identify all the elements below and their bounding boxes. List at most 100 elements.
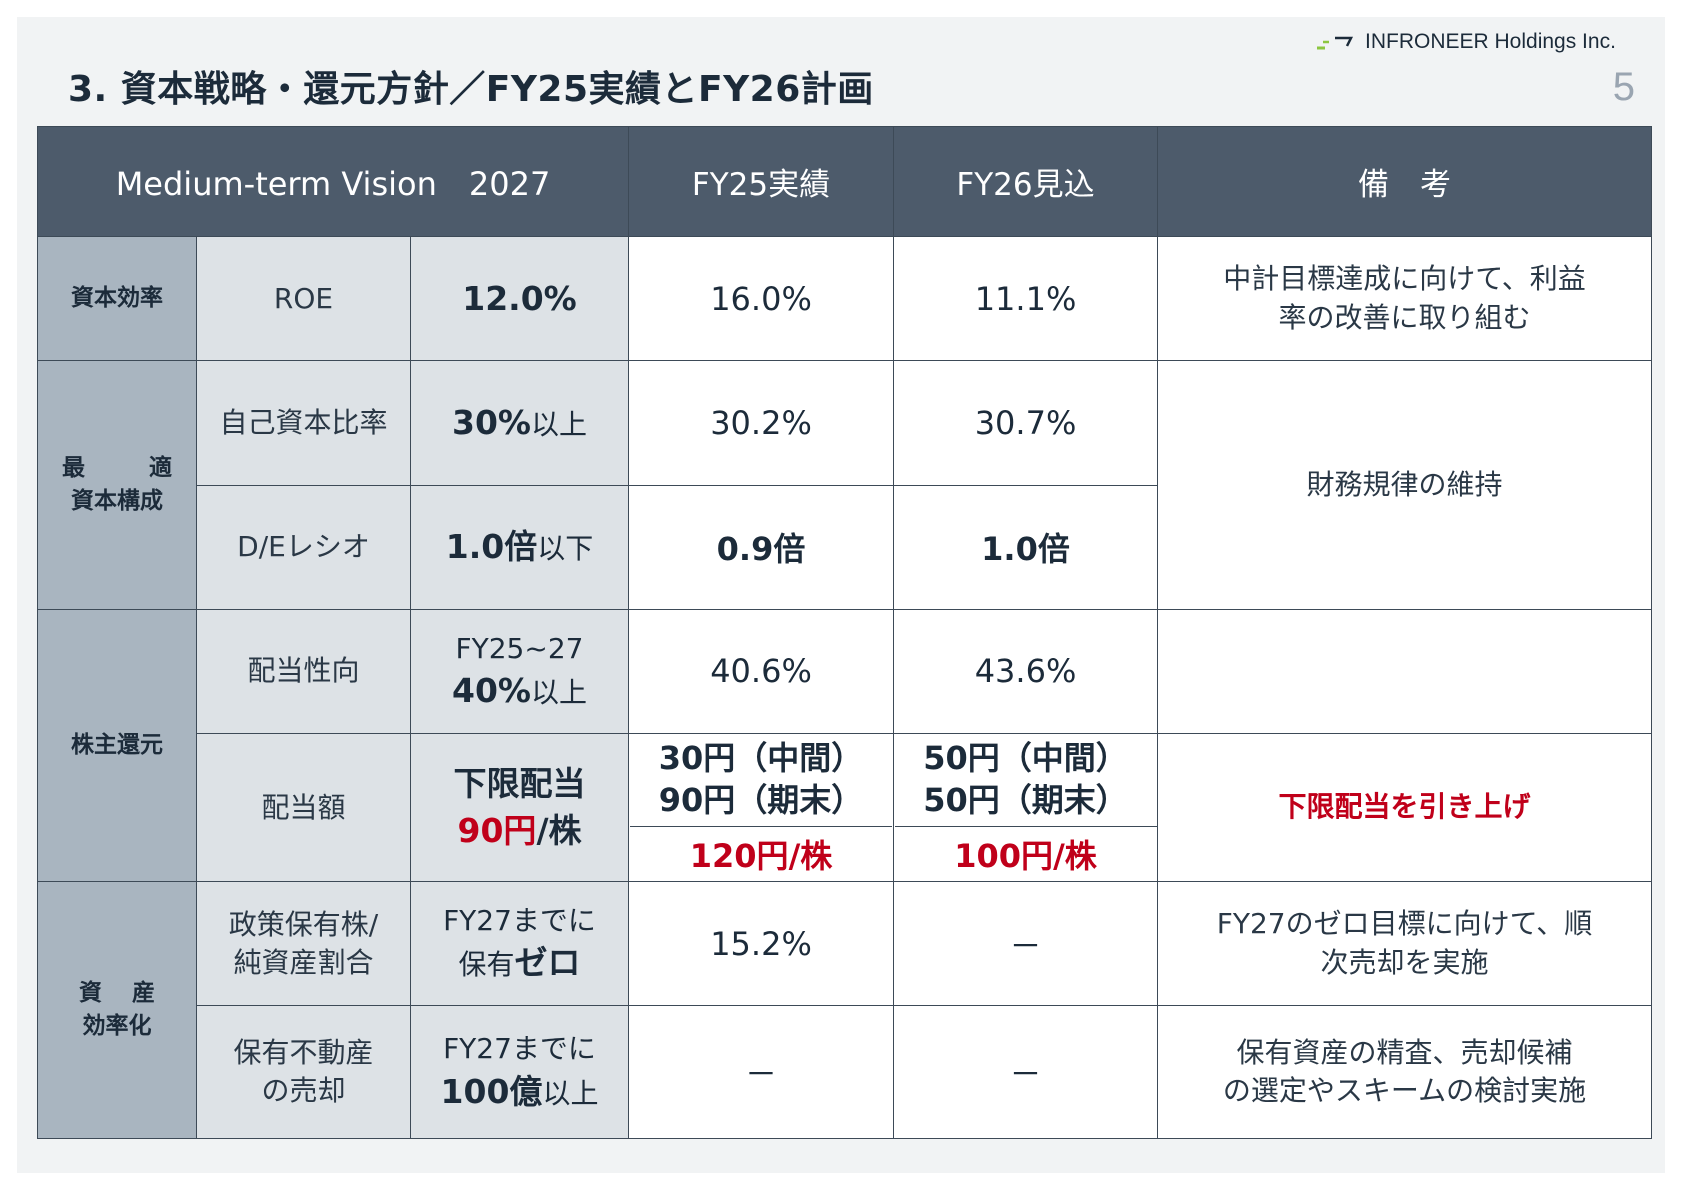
logo-mark-icon	[1317, 36, 1354, 50]
category-asset-efficiency: 資産 効率化	[37, 881, 197, 1139]
target-payout-ratio: FY25~27 40%以上	[409, 608, 630, 734]
item-real-estate-line1: 保有不動産	[233, 1036, 374, 1070]
target-dividend-value: 90円	[457, 810, 537, 850]
target-de-ratio-value: 1.0倍	[445, 526, 538, 566]
item-cross-shareholdings: 政策保有株/ 純資産割合	[196, 881, 411, 1007]
target-roe-value: 12.0%	[462, 278, 577, 318]
target-cross-shareholdings: FY27までに 保有ゼロ	[409, 881, 630, 1007]
category-shareholder-return: 株主還元	[37, 608, 197, 883]
category-optimal-line1: 最適	[38, 452, 196, 485]
target-payout-value: 40%	[452, 670, 531, 710]
page-number: 5	[1612, 65, 1635, 109]
note-financial-discipline: 財務規律の維持	[1157, 360, 1653, 610]
fy25-dividend-final: 90円（期末）	[658, 781, 864, 819]
fy26-roe: 11.1%	[893, 236, 1159, 362]
note-roe-line2: 率の改善に取り組む	[1278, 300, 1531, 334]
table-row: 株主還元 配当性向 FY25~27 40%以上 40.6% 43.6%	[37, 608, 1653, 883]
note-dividend: 下限配当を引き上げ	[1157, 732, 1653, 883]
category-optimal-capital: 最適 資本構成	[37, 360, 197, 610]
item-cross-line2: 純資産割合	[233, 945, 374, 979]
target-real-estate-deadline: FY27までに	[443, 1032, 596, 1066]
table-row: 配当額 下限配当 90円/株 30円（中間） 90円（期末） 120円/株 50…	[38, 732, 1653, 883]
table-header-row: Medium-term Vision 2027 FY25実績 FY26見込 備 …	[36, 125, 1653, 238]
target-dividend: 下限配当 90円/株	[409, 732, 630, 883]
fy26-de-ratio: 1.0倍	[893, 484, 1159, 610]
note-cross-shareholdings: FY27のゼロ目標に向けて、順 次売却を実施	[1157, 881, 1653, 1007]
fy26-payout-ratio: 43.6%	[893, 608, 1159, 734]
target-real-estate-value: 100億	[440, 1071, 543, 1111]
item-roe: ROE	[196, 236, 411, 362]
item-equity-ratio: 自己資本比率	[196, 360, 411, 486]
fy25-de-ratio: 0.9倍	[628, 484, 895, 610]
note-roe-line1: 中計目標達成に向けて、利益	[1223, 262, 1586, 296]
target-de-ratio: 1.0倍以下	[409, 484, 630, 610]
note-payout-ratio	[1157, 608, 1653, 734]
category-asset-line2: 効率化	[82, 1013, 152, 1040]
fy25-dividend-total: 120円/株	[630, 825, 893, 877]
capital-policy-table: Medium-term Vision 2027 FY25実績 FY26見込 備 …	[36, 125, 1653, 1139]
target-equity-ratio: 30%以上	[409, 360, 630, 486]
category-capital-efficiency: 資本効率	[37, 236, 197, 362]
fy26-dividend-interim: 50円（中間）	[923, 739, 1128, 778]
category-asset-line1: 資産	[38, 977, 196, 1010]
category-asset-char-a: 資	[79, 979, 132, 1006]
table-row: 資産 効率化 政策保有株/ 純資産割合 FY27までに 保有ゼロ 15.2% －…	[37, 881, 1653, 1139]
target-payout-line2: 40%以上	[411, 668, 628, 714]
note-cross-line2: 次売却を実施	[1320, 945, 1489, 979]
note-real-estate: 保有資産の精査、売却候補 の選定やスキームの検討実施	[1157, 1005, 1653, 1139]
fy26-equity-ratio: 30.7%	[893, 360, 1159, 486]
fy25-payout-ratio: 40.6%	[628, 608, 895, 734]
note-real-estate-line1: 保有資産の精査、売却候補	[1236, 1035, 1573, 1069]
fy26-dividend-total-unit: /株	[1053, 836, 1097, 875]
target-cross-deadline: FY27までに	[443, 904, 596, 938]
item-payout-ratio: 配当性向	[196, 608, 411, 734]
note-roe: 中計目標達成に向けて、利益 率の改善に取り組む	[1157, 236, 1653, 362]
target-real-estate-line2: 100億以上	[411, 1069, 628, 1115]
target-equity-ratio-suffix: 以上	[531, 407, 588, 441]
fy25-roe: 16.0%	[628, 236, 895, 362]
target-real-estate: FY27までに 100億以上	[409, 1005, 630, 1139]
category-asset-char-b: 産	[132, 979, 155, 1006]
item-de-ratio: D/Eレシオ	[196, 484, 411, 610]
fy25-dividend-total-unit: /株	[788, 836, 833, 875]
target-cross-line2: 保有ゼロ	[411, 940, 628, 986]
table-row: D/Eレシオ 1.0倍以下 0.9倍 1.0倍	[38, 484, 1652, 610]
fy25-dividend-total-value: 120円	[689, 836, 789, 875]
note-cross-line1: FY27のゼロ目標に向けて、順	[1216, 907, 1593, 941]
target-real-estate-suffix: 以上	[542, 1076, 599, 1110]
col-header-notes: 備 考	[1157, 125, 1653, 238]
target-roe: 12.0%	[409, 236, 630, 362]
company-logo: INFRONEER Holdings Inc.	[1315, 30, 1616, 54]
fy26-cross-shareholdings: －	[893, 881, 1159, 1007]
target-dividend-label: 下限配当	[453, 764, 586, 804]
target-payout-suffix: 以上	[531, 675, 588, 709]
fy25-dividend-interim: 30円（中間）	[658, 739, 864, 778]
table-row: 保有不動産 の売却 FY27までに 100億以上 － － 保有資産の精査、売却候…	[38, 1005, 1653, 1139]
category-optimal-char-b: 適	[149, 454, 172, 481]
col-header-fy25: FY25実績	[628, 125, 895, 238]
target-dividend-line2: 90円/株	[411, 808, 628, 854]
target-de-ratio-suffix: 以下	[537, 531, 594, 565]
table-row: 最適 資本構成 自己資本比率 30%以上 30.2% 30.7% 財務規律の維持	[37, 360, 1653, 610]
item-real-estate: 保有不動産 の売却	[196, 1005, 411, 1139]
target-payout-period: FY25~27	[455, 631, 584, 665]
fy26-dividend-final: 50円（期末）	[923, 781, 1128, 819]
fy25-real-estate: －	[628, 1005, 895, 1139]
item-cross-line1: 政策保有株/	[228, 908, 379, 941]
fy26-dividend-total: 100円/株	[894, 825, 1157, 877]
fy26-real-estate: －	[893, 1005, 1159, 1139]
category-optimal-line2: 資本構成	[71, 488, 163, 515]
company-name: INFRONEER Holdings Inc.	[1365, 30, 1616, 53]
target-dividend-unit: /株	[536, 810, 582, 850]
target-cross-prefix: 保有	[458, 948, 515, 982]
item-dividend-amount: 配当額	[196, 732, 411, 883]
fy26-dividend: 50円（中間） 50円（期末） 100円/株	[893, 732, 1159, 883]
fy25-equity-ratio: 30.2%	[628, 360, 895, 486]
fy25-cross-shareholdings: 15.2%	[628, 881, 895, 1007]
page-title: 3. 資本戦略・還元方針／FY25実績とFY26計画	[68, 69, 874, 110]
category-optimal-char-a: 最	[62, 454, 149, 481]
table-row: 資本効率 ROE 12.0% 16.0% 11.1% 中計目標達成に向けて、利益…	[37, 236, 1653, 362]
col-header-fy26: FY26見込	[893, 125, 1159, 238]
target-cross-value: ゼロ	[514, 943, 581, 983]
col-header-vision: Medium-term Vision 2027	[36, 125, 630, 238]
